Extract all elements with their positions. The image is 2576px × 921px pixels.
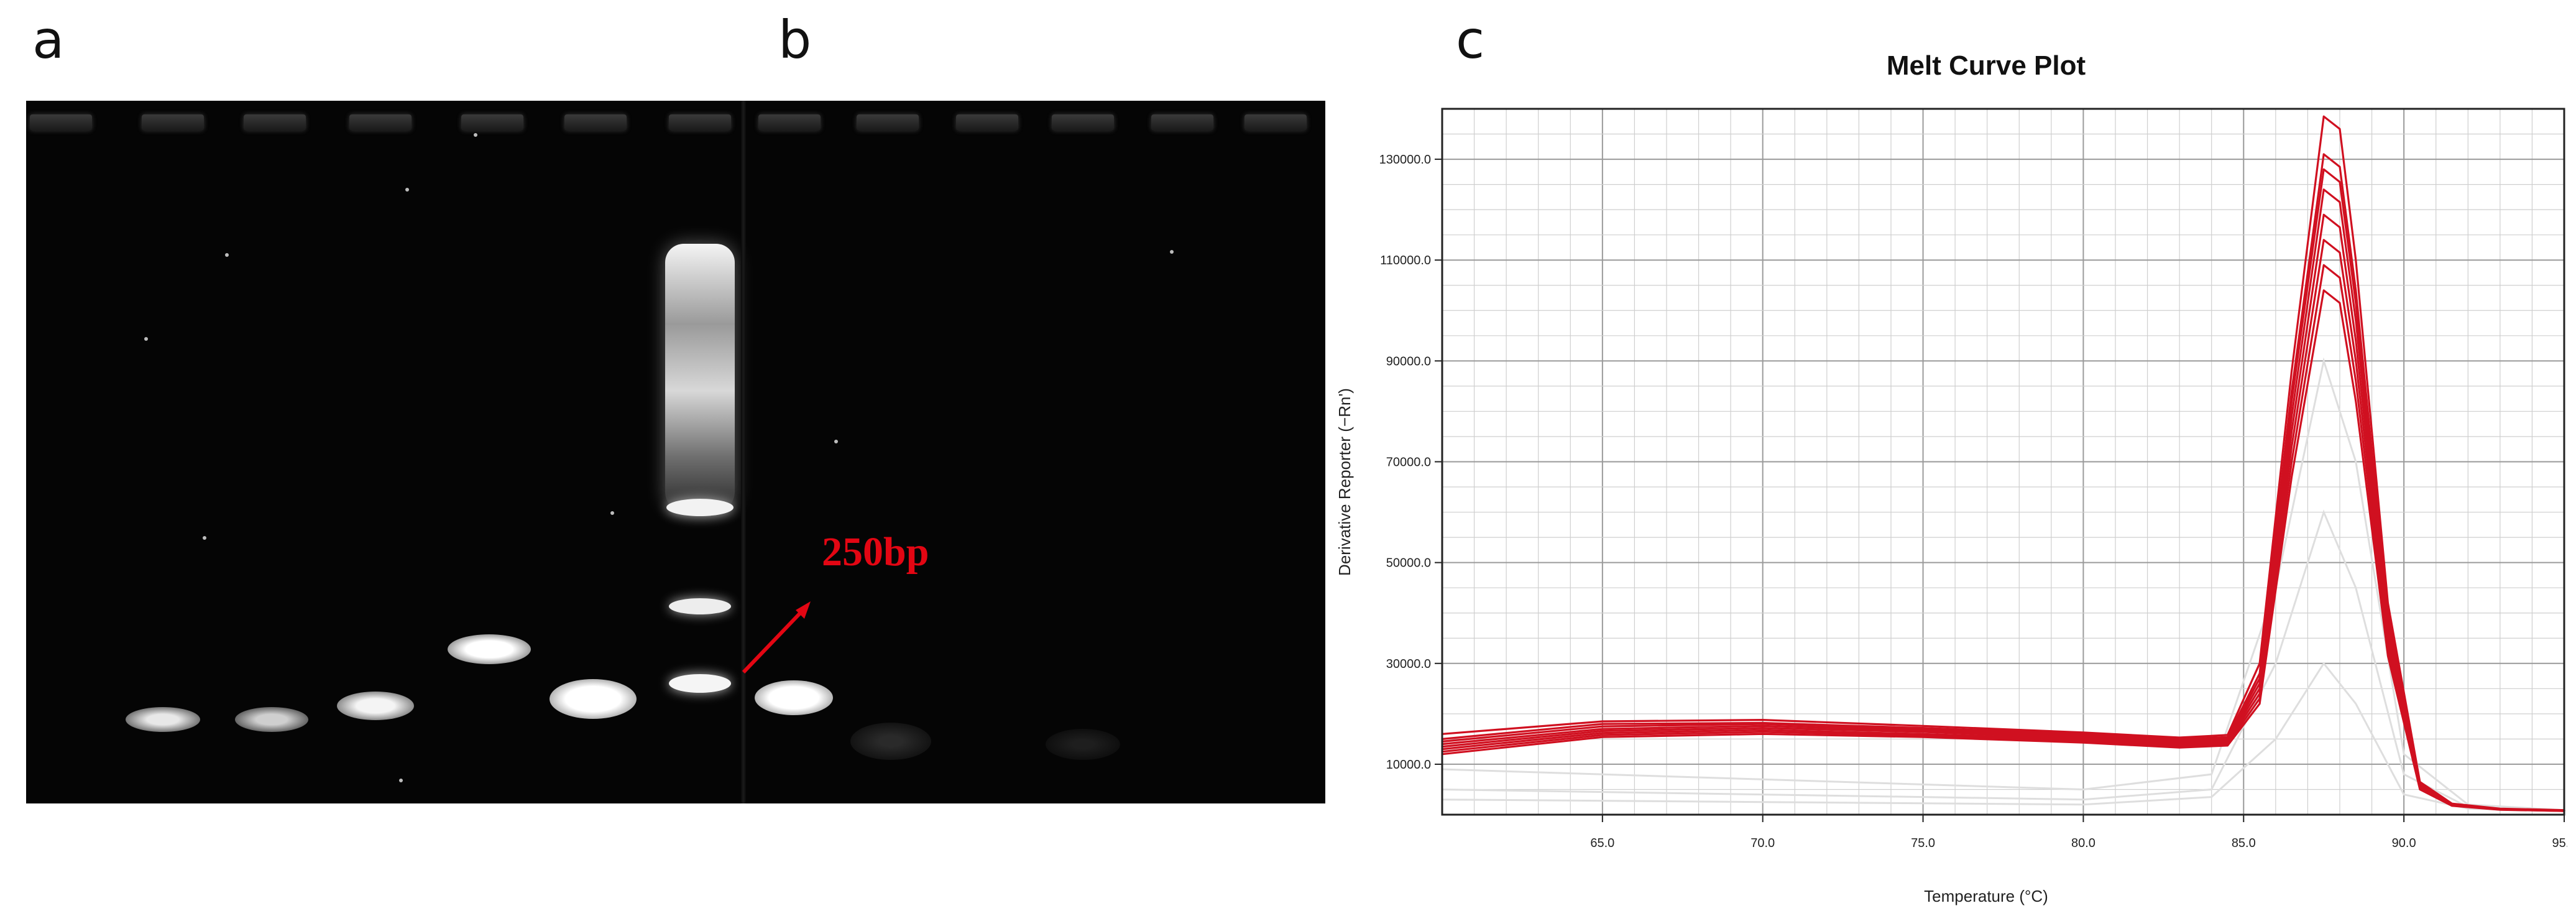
melt-curve-chart: Melt Curve Plot 65.0 70.0 75.0 80.0 85.0 90.0… (1335, 50, 2567, 905)
melt-curve-line (1441, 239, 2565, 812)
gel-b-faint-lane-4 (1046, 729, 1120, 760)
control-curve (1442, 509, 2565, 812)
control-curve (1442, 357, 2565, 812)
x-tick-label: 80.0 (2071, 836, 2095, 850)
gel-speck (144, 337, 148, 341)
gel-speck (474, 133, 477, 137)
gel-speck (610, 511, 614, 515)
x-tick-label: 75.0 (1911, 836, 1935, 850)
gel-a-band-lane-5 (126, 707, 200, 732)
annotation-250bp: 250bp (822, 529, 929, 575)
sample-series (1441, 115, 2565, 812)
ladder-band-250bp (669, 674, 731, 693)
gel-speck (834, 440, 838, 443)
x-tick-label: 95.0 (2552, 836, 2567, 850)
gel-b-faint-lane-2 (850, 723, 931, 760)
well (1151, 114, 1213, 131)
panel-label-b: b (778, 9, 812, 70)
well (244, 114, 306, 131)
well (30, 114, 92, 131)
melt-curve-line (1441, 153, 2565, 812)
melt-curve-line (1441, 188, 2565, 812)
panel-label-c: c (1456, 9, 1485, 70)
ladder-band (666, 499, 734, 516)
well (564, 114, 627, 131)
chart-title: Melt Curve Plot (1887, 50, 2086, 81)
gel-speck (405, 188, 409, 192)
y-axis-label: Derivative Reporter (−Rn') (1335, 388, 1354, 576)
melt-curve-line (1441, 168, 2565, 812)
y-tick-label: 30000.0 (1386, 657, 1431, 671)
y-tick-label: 110000.0 (1380, 254, 1431, 267)
y-tick-label: 130000.0 (1379, 153, 1431, 167)
well (1244, 114, 1307, 131)
x-tick-label: 85.0 (2232, 836, 2256, 850)
well (758, 114, 821, 131)
well (857, 114, 919, 131)
gel-speck (1170, 250, 1174, 254)
ladder-band (669, 598, 731, 614)
well (669, 114, 731, 131)
x-tick-label: 65.0 (1590, 836, 1614, 850)
gel-speck (203, 536, 206, 540)
well (142, 114, 204, 131)
y-tick-label: 50000.0 (1386, 557, 1431, 570)
gel-speck (225, 253, 229, 257)
ladder-smear (665, 244, 735, 511)
annotation-arrow (742, 601, 811, 674)
well (461, 114, 523, 131)
well (956, 114, 1018, 131)
control-series (1442, 357, 2565, 812)
gel-b-band-lane-1 (755, 680, 833, 715)
well (349, 114, 412, 131)
x-tick-label: 70.0 (1750, 836, 1775, 850)
gel-speck (399, 779, 403, 782)
y-tick-label: 70000.0 (1386, 456, 1431, 470)
gel-a-band-lane-3 (337, 692, 414, 720)
gel-a-band-lane-4 (235, 707, 308, 732)
gel-a-band-lane-2 (448, 634, 531, 664)
gel-a-band-lane-1 (550, 679, 637, 719)
gel-image: 5 4 3 2 1 1 2 3 4 5 (26, 101, 1325, 803)
melt-curve-line (1441, 289, 2565, 812)
x-tick-label: 90.0 (2392, 836, 2416, 850)
well (1052, 114, 1114, 131)
panel-label-a: a (32, 9, 65, 70)
y-tick-label: 10000.0 (1386, 758, 1431, 772)
gel-divider (741, 101, 746, 803)
axis-ticks: 65.0 70.0 75.0 80.0 85.0 90.0 95.0 10000.0 30000… (1379, 153, 2567, 850)
y-tick-label: 90000.0 (1386, 354, 1431, 368)
control-curve (1442, 662, 2565, 812)
x-axis-label: Temperature (°C) (1924, 887, 2048, 905)
